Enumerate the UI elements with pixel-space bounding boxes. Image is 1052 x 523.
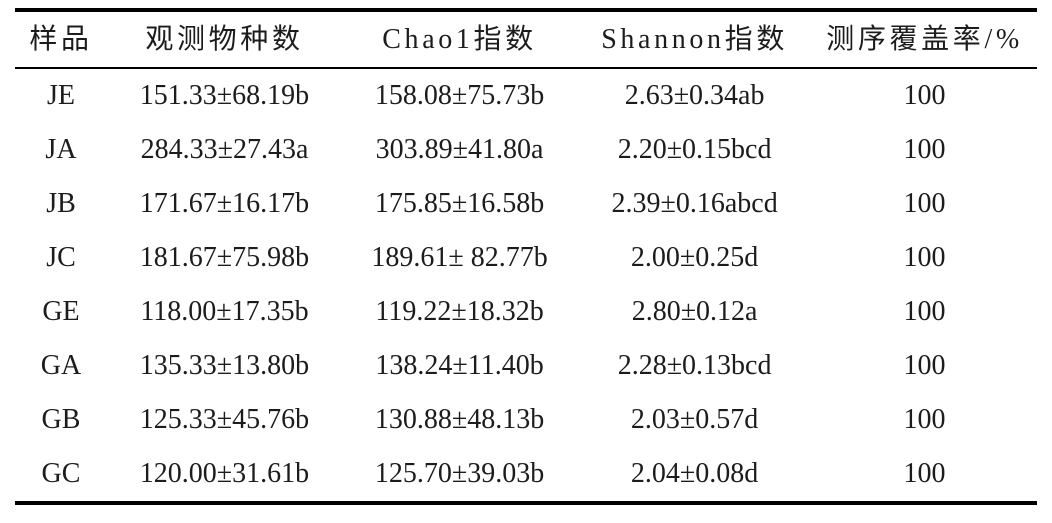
column-header-chao1: Chao1指数 <box>382 23 537 55</box>
cell-observed: 125.33±45.76b <box>139 404 310 435</box>
column-header-shannon: Shannon指数 <box>601 23 788 55</box>
table-row: GA 135.33±13.80b 138.24±11.40b 2.28±0.13… <box>15 339 1037 393</box>
table-row: JC 181.67±75.98b 189.61± 82.77b 2.00±0.2… <box>15 231 1037 285</box>
cell-shannon: 2.20±0.15bcd <box>617 134 772 165</box>
cell-sample: JC <box>46 242 76 273</box>
table-row: GE 118.00±17.35b 119.22±18.32b 2.80±0.12… <box>15 285 1037 339</box>
cell-coverage: 100 <box>903 296 946 327</box>
cell-chao1: 303.89±41.80a <box>375 134 544 165</box>
cell-observed: 171.67±16.17b <box>139 188 310 219</box>
cell-chao1: 119.22±18.32b <box>375 296 544 327</box>
header-row: 样品 观测物种数 Chao1指数 Shannon指数 测序覆盖率/% <box>15 10 1037 68</box>
column-header-observed: 观测物种数 <box>145 23 304 55</box>
cell-coverage: 100 <box>903 242 946 273</box>
diversity-table-container: 样品 观测物种数 Chao1指数 Shannon指数 测序覆盖率/% JE 15… <box>15 8 1037 505</box>
cell-observed: 284.33±27.43a <box>140 134 309 165</box>
cell-chao1: 175.85±16.58b <box>374 188 545 219</box>
table-row: GC 120.00±31.61b 125.70±39.03b 2.04±0.08… <box>15 447 1037 503</box>
cell-chao1: 125.70±39.03b <box>374 458 545 489</box>
cell-shannon: 2.80±0.12a <box>631 296 758 327</box>
cell-coverage: 100 <box>903 80 946 111</box>
cell-shannon: 2.28±0.13bcd <box>617 350 772 381</box>
cell-observed: 151.33±68.19b <box>139 80 310 111</box>
cell-coverage: 100 <box>903 350 946 381</box>
cell-shannon: 2.39±0.16abcd <box>611 188 778 219</box>
cell-chao1: 189.61± 82.77b <box>371 242 548 273</box>
column-header-sample: 样品 <box>29 23 93 55</box>
cell-sample: GA <box>40 350 82 381</box>
cell-observed: 118.00±17.35b <box>140 296 309 327</box>
alpha-diversity-table: 样品 观测物种数 Chao1指数 Shannon指数 测序覆盖率/% JE 15… <box>15 8 1037 505</box>
cell-observed: 135.33±13.80b <box>139 350 310 381</box>
table-row: JB 171.67±16.17b 175.85±16.58b 2.39±0.16… <box>15 177 1037 231</box>
cell-shannon: 2.04±0.08d <box>630 458 759 489</box>
cell-coverage: 100 <box>903 458 946 489</box>
cell-shannon: 2.63±0.34ab <box>624 80 765 111</box>
cell-sample: JA <box>45 134 77 165</box>
cell-coverage: 100 <box>903 134 946 165</box>
table-row: JA 284.33±27.43a 303.89±41.80a 2.20±0.15… <box>15 123 1037 177</box>
cell-chao1: 130.88±48.13b <box>374 404 545 435</box>
cell-shannon: 2.00±0.25d <box>630 242 759 273</box>
table-row: GB 125.33±45.76b 130.88±48.13b 2.03±0.57… <box>15 393 1037 447</box>
cell-coverage: 100 <box>903 188 946 219</box>
table-row: JE 151.33±68.19b 158.08±75.73b 2.63±0.34… <box>15 68 1037 123</box>
cell-observed: 181.67±75.98b <box>139 242 310 273</box>
cell-observed: 120.00±31.61b <box>139 458 310 489</box>
cell-chao1: 138.24±11.40b <box>375 350 544 381</box>
cell-sample: GB <box>41 404 81 435</box>
cell-coverage: 100 <box>903 404 946 435</box>
cell-sample: JE <box>46 80 75 111</box>
cell-sample: GC <box>41 458 81 489</box>
column-header-coverage: 测序覆盖率/% <box>826 23 1023 55</box>
cell-sample: GE <box>42 296 80 327</box>
cell-sample: JB <box>46 188 76 219</box>
cell-shannon: 2.03±0.57d <box>630 404 759 435</box>
cell-chao1: 158.08±75.73b <box>374 80 545 111</box>
